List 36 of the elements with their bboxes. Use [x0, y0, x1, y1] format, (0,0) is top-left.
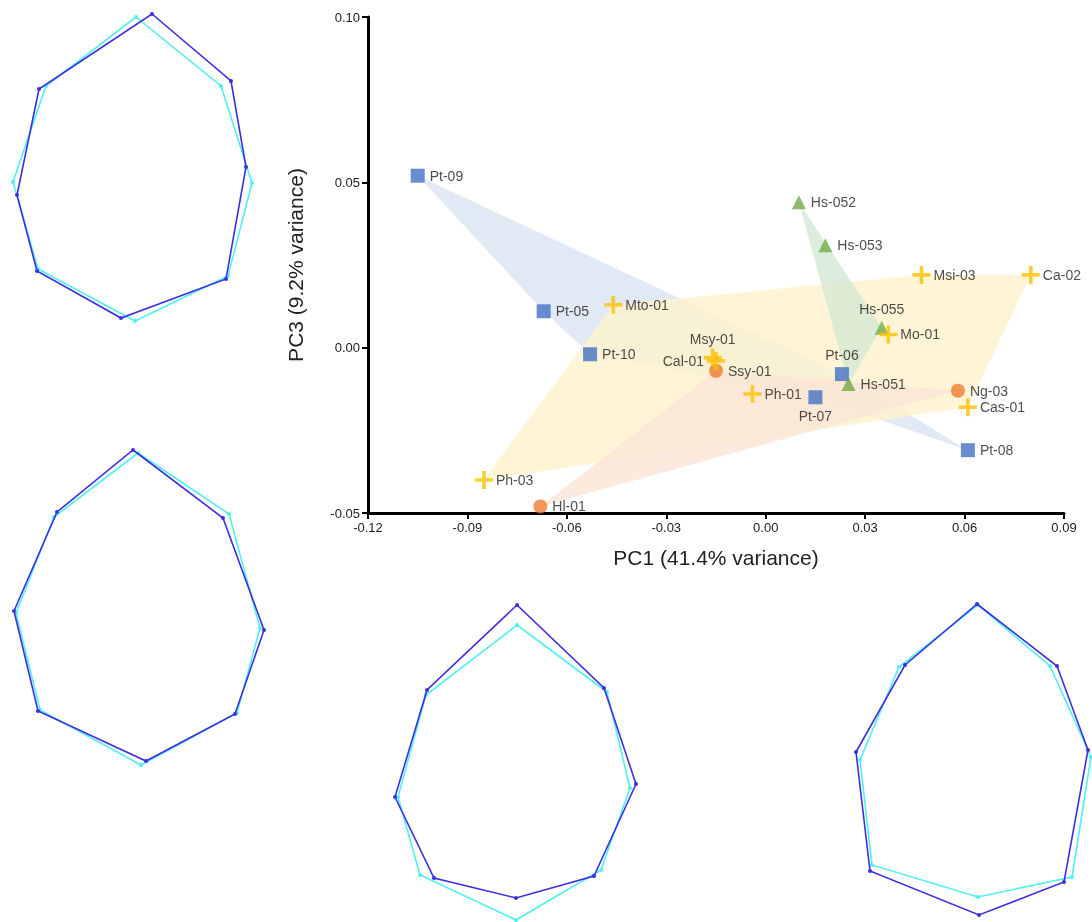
annotation: Pt-06 [825, 347, 859, 364]
x-tick-label: -0.12 [353, 520, 383, 535]
x-tick-label: 0.00 [753, 520, 779, 535]
annotation: Pt-05 [555, 303, 590, 320]
annotation: Ca-02 [1042, 266, 1082, 283]
annotation: Hs-052 [810, 194, 857, 211]
annotation: Ssy-01 [728, 362, 772, 379]
x-tick-label: 0.03 [852, 520, 878, 535]
y-tick-label: -0.05 [330, 505, 360, 521]
y-tick-label: 0.10 [334, 9, 360, 25]
x-tick-label: 0.09 [1051, 520, 1077, 535]
annotation: Hs-055 [859, 300, 905, 317]
annotation: Ph-03 [496, 471, 534, 488]
annotation: Pt-07 [798, 408, 833, 425]
annotation: Hl-01 [552, 498, 587, 515]
annotation: Ng-03 [969, 382, 1009, 399]
annotation: Msy-01 [689, 330, 736, 347]
x-axis-title: PC1 (41.4% variance) [613, 546, 819, 569]
annotation: Hs-051 [860, 376, 906, 393]
y-axis-title: PC3 (9.2% variance) [284, 168, 307, 362]
annotation: Cas-01 [979, 399, 1026, 416]
annotation: Cal-01 [662, 352, 705, 369]
annotation: Pt-09 [429, 167, 464, 184]
x-tick-label: -0.03 [651, 520, 682, 535]
annotation: Mto-01 [625, 296, 670, 313]
y-tick-label: 0.00 [334, 340, 360, 356]
annotation: Hs-053 [837, 237, 883, 254]
annotation: Mo-01 [900, 326, 941, 343]
x-tick-label: -0.09 [452, 520, 483, 535]
x-tick-label: 0.06 [951, 520, 978, 535]
annotation: Pt-10 [602, 346, 636, 363]
annotation: Pt-08 [979, 442, 1014, 459]
x-tick-label: -0.06 [552, 520, 582, 535]
y-tick-label: 0.05 [334, 174, 360, 190]
annotation: Ph-01 [764, 385, 803, 402]
annotation: Msi-03 [933, 266, 976, 283]
